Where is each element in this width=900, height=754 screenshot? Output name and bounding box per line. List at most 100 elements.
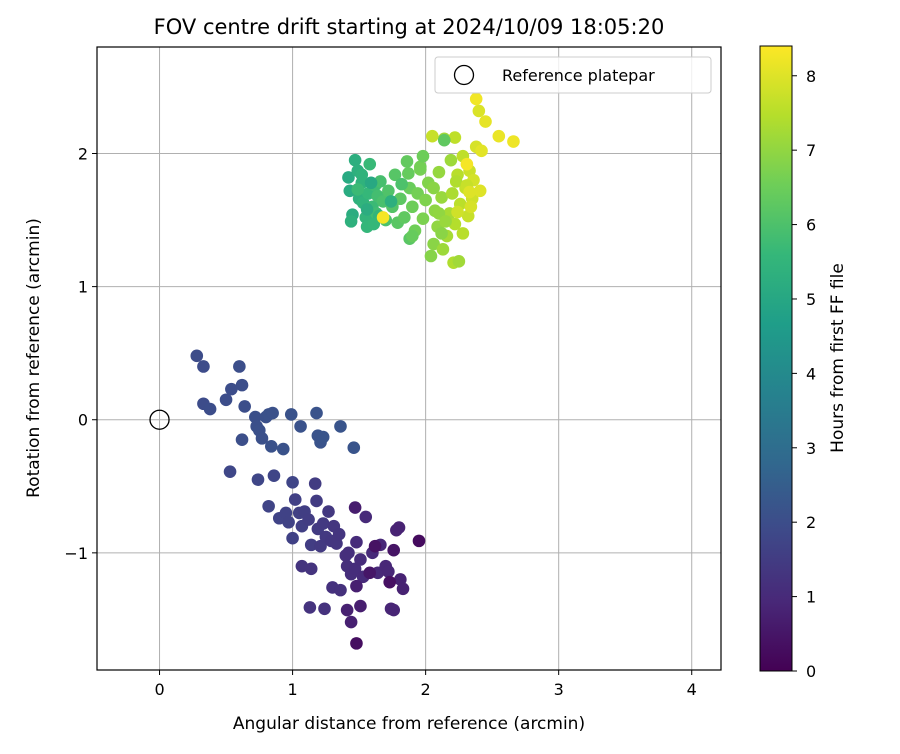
colorbar-tick-label: 0: [806, 662, 816, 681]
data-point: [451, 205, 464, 219]
data-point: [427, 237, 440, 251]
data-point: [348, 153, 362, 167]
x-tick-label: 0: [154, 680, 164, 699]
data-point: [316, 430, 330, 444]
data-point: [435, 191, 448, 204]
data-point: [396, 582, 410, 596]
data-point: [359, 510, 373, 524]
data-point: [406, 200, 419, 214]
data-point: [460, 157, 474, 171]
data-point: [439, 215, 452, 228]
data-point: [255, 432, 269, 445]
data-point: [416, 149, 430, 163]
data-point: [235, 433, 249, 447]
data-point: [367, 217, 381, 231]
data-point: [419, 193, 432, 207]
y-axis-ticks: −1 0 1 2: [64, 144, 97, 563]
x-tick-label: 4: [687, 680, 697, 699]
data-point: [436, 243, 450, 256]
data-point: [342, 546, 355, 560]
y-axis-label: Rotation from reference (arcmin): [24, 218, 44, 498]
data-point: [249, 410, 262, 424]
data-point: [282, 515, 295, 529]
data-point: [427, 181, 440, 195]
data-point: [507, 135, 520, 148]
legend-marker-reference: [453, 64, 475, 86]
colorbar-label: Hours from first FF file: [828, 263, 848, 453]
data-point: [266, 406, 279, 420]
data-point: [448, 131, 462, 144]
data-point: [262, 499, 275, 513]
colorbar-tick-label: 6: [806, 216, 816, 235]
colorbar-tick-label: 1: [806, 588, 816, 607]
data-point: [473, 184, 487, 198]
data-point: [267, 469, 281, 482]
data-point: [203, 402, 217, 416]
y-tick-label: −1: [64, 544, 88, 563]
data-point: [190, 349, 204, 363]
data-point: [354, 553, 367, 566]
data-point: [444, 153, 458, 167]
data-point: [310, 406, 323, 420]
data-point: [355, 168, 369, 182]
data-point: [469, 92, 483, 106]
data-point: [235, 378, 249, 392]
colorbar-tick-label: 7: [806, 141, 816, 160]
reference-point: [149, 409, 170, 430]
data-point: [347, 441, 361, 454]
data-point: [472, 104, 486, 118]
legend: Reference platepar: [434, 56, 712, 94]
data-point: [425, 129, 439, 143]
y-tick-label: 0: [78, 411, 88, 430]
data-point: [308, 477, 322, 490]
x-tick-label: 1: [287, 680, 297, 699]
data-point: [392, 521, 406, 534]
data-point: [322, 505, 335, 518]
data-point: [368, 539, 382, 553]
data-point: [197, 360, 210, 373]
data-point: [388, 168, 402, 182]
data-point: [363, 157, 377, 171]
data-point: [437, 133, 451, 147]
data-point: [342, 171, 355, 184]
data-point: [303, 601, 317, 614]
x-tick-label: 2: [421, 680, 431, 699]
data-point: [334, 420, 347, 433]
plot-area: [97, 47, 721, 670]
data-point: [492, 129, 506, 143]
data-point: [276, 442, 290, 456]
data-point: [302, 513, 315, 526]
data-point: [233, 360, 246, 373]
data-point: [382, 184, 395, 198]
data-point: [350, 579, 363, 593]
data-point: [354, 599, 367, 613]
data-point: [383, 575, 397, 589]
data-point: [294, 420, 307, 433]
data-point: [435, 227, 448, 240]
x-axis-label: Angular distance from reference (arcmin): [233, 714, 585, 734]
data-point: [412, 534, 426, 548]
colorbar-tick-label: 4: [806, 364, 816, 383]
data-point: [304, 538, 318, 552]
plot-frame: [96, 46, 722, 671]
data-point: [344, 215, 358, 228]
data-point: [479, 115, 492, 128]
data-point: [348, 501, 362, 514]
data-point: [464, 200, 478, 214]
data-point: [452, 255, 466, 268]
data-point: [318, 602, 331, 616]
data-point: [332, 527, 346, 541]
data-point: [219, 393, 233, 407]
legend-label-reference: Reference platepar: [502, 66, 655, 85]
data-point: [334, 583, 347, 597]
data-point: [223, 465, 237, 478]
data-point: [424, 249, 438, 263]
data-point: [445, 187, 459, 200]
data-point: [251, 473, 265, 486]
data-point: [264, 440, 278, 453]
colorbar-tick-label: 3: [806, 439, 816, 458]
colorbar-tick-label: 2: [806, 513, 816, 532]
data-point: [374, 175, 387, 188]
data-point: [284, 408, 298, 421]
